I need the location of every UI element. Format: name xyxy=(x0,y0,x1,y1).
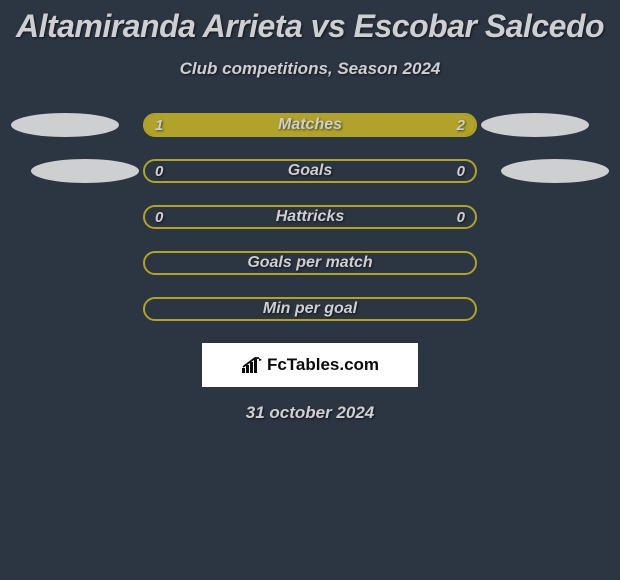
stat-row: Hattricks0 0 xyxy=(0,205,620,229)
spacer xyxy=(491,205,599,229)
stat-rows: Matches12Goals00Hattricks00Goals per mat… xyxy=(0,113,620,321)
stat-label: Goals xyxy=(143,159,477,183)
stat-row: Goals0 0 xyxy=(0,159,620,183)
stat-value-left: 1 xyxy=(155,113,163,137)
source-badge: FcTables.com xyxy=(202,343,418,387)
spacer xyxy=(21,297,129,321)
player-marker-right xyxy=(501,159,609,183)
date-text: 31 october 2024 xyxy=(0,403,620,423)
bar-chart-icon xyxy=(241,356,263,374)
player-marker-left xyxy=(31,159,139,183)
spacer xyxy=(21,205,129,229)
stat-row: Min per goal xyxy=(0,297,620,321)
stat-row: Goals per match xyxy=(0,251,620,275)
stat-bar: Goals per match xyxy=(143,251,477,275)
stat-label: Matches xyxy=(143,113,477,137)
stat-value-right: 2 xyxy=(457,113,465,137)
player-marker-right xyxy=(481,113,589,137)
spacer xyxy=(21,251,129,275)
stat-value-right: 0 xyxy=(457,159,465,183)
stat-bar: Min per goal xyxy=(143,297,477,321)
stat-label: Min per goal xyxy=(143,297,477,321)
source-badge-text: FcTables.com xyxy=(267,355,379,375)
stat-bar: Hattricks0 0 xyxy=(143,205,477,229)
spacer xyxy=(491,297,599,321)
page-subtitle: Club competitions, Season 2024 xyxy=(0,59,620,79)
stat-label: Goals per match xyxy=(143,251,477,275)
stat-label: Hattricks xyxy=(143,205,477,229)
player-marker-left xyxy=(11,113,119,137)
stat-row: Matches1 2 xyxy=(0,113,620,137)
stat-bar: Goals0 0 xyxy=(143,159,477,183)
page-title: Altamiranda Arrieta vs Escobar Salcedo xyxy=(0,0,620,45)
stat-bar: Matches1 2 xyxy=(143,113,477,137)
stat-value-left: 0 xyxy=(155,205,163,229)
stat-value-left: 0 xyxy=(155,159,163,183)
spacer xyxy=(491,251,599,275)
stat-value-right: 0 xyxy=(457,205,465,229)
